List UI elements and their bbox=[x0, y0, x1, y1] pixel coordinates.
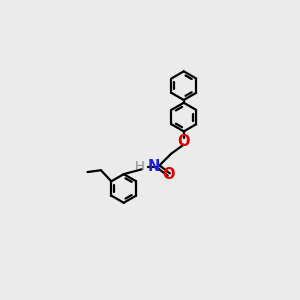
Text: N: N bbox=[147, 159, 160, 174]
Text: O: O bbox=[178, 134, 190, 148]
Text: H: H bbox=[135, 160, 145, 172]
Text: O: O bbox=[163, 167, 175, 182]
